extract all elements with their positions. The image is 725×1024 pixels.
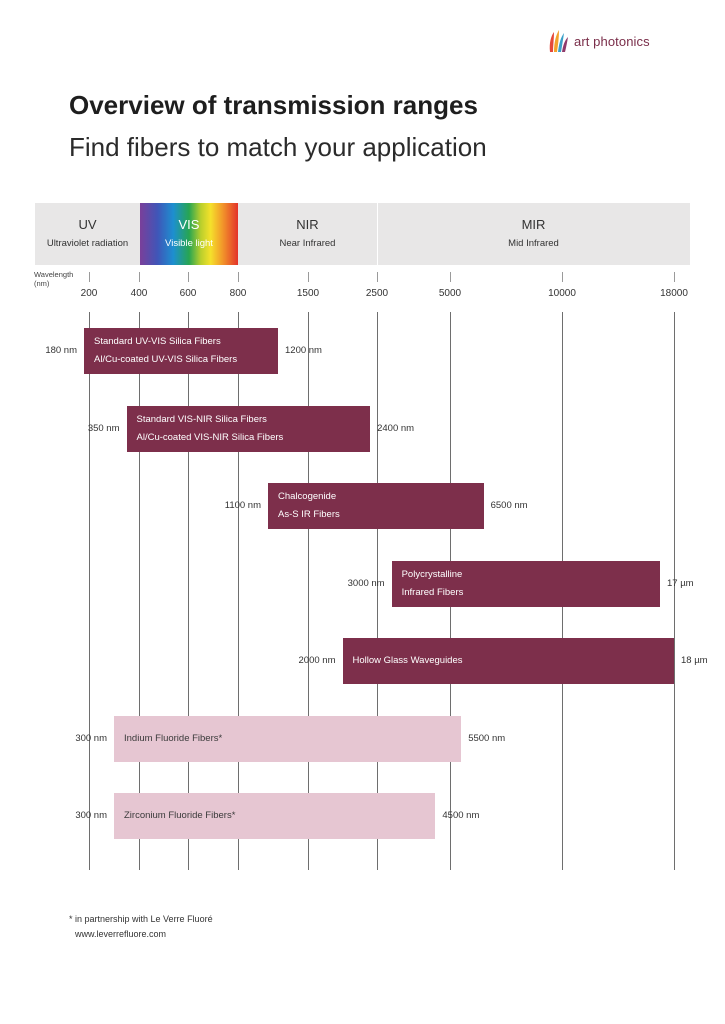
axis-tick-label: 800 bbox=[229, 288, 247, 299]
range-min-label: 350 nm bbox=[87, 423, 120, 434]
fiber-range-bar: Zirconium Fluoride Fibers* bbox=[114, 793, 436, 839]
range-max-label: 6500 nm bbox=[490, 500, 528, 511]
fiber-name: Infrared Fibers bbox=[401, 587, 464, 598]
gridline bbox=[674, 312, 675, 870]
fiber-range-bar: Polycrystalline Infrared Fibers bbox=[391, 561, 660, 607]
range-min-label: 300 nm bbox=[75, 733, 107, 744]
axis-tick bbox=[188, 272, 189, 282]
visible-spectrum-gradient bbox=[140, 203, 238, 265]
fiber-name: Standard VIS-NIR Silica Fibers bbox=[136, 414, 267, 425]
gridline bbox=[139, 312, 140, 870]
region-desc: Ultraviolet radiation bbox=[46, 238, 129, 249]
brand-logo: art photonics bbox=[548, 28, 650, 54]
fiber-name: Chalcogenide bbox=[278, 491, 337, 502]
fiber-range-bar: Standard UV-VIS Silica Fibers Al/Cu-coate… bbox=[84, 328, 278, 374]
fiber-name: Hollow Glass Waveguides bbox=[352, 655, 463, 666]
axis-tick-label: 2500 bbox=[365, 288, 389, 299]
range-min-label: 3000 nm bbox=[347, 578, 385, 589]
fiber-name: Standard UV-VIS Silica Fibers bbox=[94, 336, 221, 347]
region-uv: UV Ultraviolet radiation bbox=[35, 203, 140, 265]
axis-tick bbox=[308, 272, 309, 282]
band-divider bbox=[377, 203, 378, 265]
range-min-label: 1100 nm bbox=[224, 500, 261, 511]
axis-label: Wavelength (nm) bbox=[34, 270, 74, 288]
axis-tick bbox=[674, 272, 675, 282]
fiber-name: Indium Fluoride Fibers* bbox=[124, 733, 223, 744]
axis-tick-label: 5000 bbox=[438, 288, 462, 299]
region-vis: VIS Visible light bbox=[140, 203, 238, 265]
axis-tick bbox=[89, 272, 90, 282]
footnote-url: www.leverrefluore.com bbox=[75, 929, 167, 939]
page-title: Overview of transmission ranges bbox=[69, 90, 478, 120]
fiber-range-bar: Hollow Glass Waveguides bbox=[342, 638, 674, 684]
region-name: MIR bbox=[521, 217, 546, 232]
fiber-name: Al/Cu-coated VIS-NIR Silica Fibers bbox=[136, 432, 284, 443]
range-max-label: 17 µm bbox=[667, 578, 694, 589]
gridline bbox=[238, 312, 239, 870]
range-min-label: 180 nm bbox=[45, 345, 77, 356]
fiber-name: Polycrystalline bbox=[401, 569, 463, 580]
range-max-label: 18 µm bbox=[681, 655, 708, 666]
fiber-name: As-S IR Fibers bbox=[278, 509, 340, 520]
range-max-label: 4500 nm bbox=[442, 810, 480, 821]
gridline bbox=[377, 312, 378, 870]
fiber-name: Al/Cu-coated UV-VIS Silica Fibers bbox=[94, 354, 238, 365]
axis-tick-label: 400 bbox=[130, 288, 148, 299]
range-max-label: 5500 nm bbox=[468, 733, 506, 744]
gridline bbox=[89, 312, 90, 870]
fiber-name: Zirconium Fluoride Fibers* bbox=[124, 810, 236, 821]
footnote: * in partnership with Le Verre Fluoré ww… bbox=[69, 912, 213, 942]
gridline bbox=[308, 312, 309, 870]
axis-tick-label: 10000 bbox=[548, 288, 576, 299]
axis-tick bbox=[139, 272, 140, 282]
axis-tick-label: 600 bbox=[179, 288, 197, 299]
region-desc: Mid Infrared bbox=[508, 238, 559, 249]
fiber-range-bar: Standard VIS-NIR Silica Fibers Al/Cu-coat… bbox=[126, 406, 371, 452]
range-min-label: 300 nm bbox=[75, 810, 107, 821]
axis-label-text: Wavelength (nm) bbox=[34, 270, 74, 288]
region-name: VIS bbox=[178, 217, 200, 232]
region-desc: Visible light bbox=[165, 238, 213, 249]
range-min-label: 2000 nm bbox=[298, 655, 336, 666]
range-max-label: 1200 nm bbox=[285, 345, 322, 356]
axis-tick-label: 1500 bbox=[296, 288, 320, 299]
axis-tick-label: 18000 bbox=[660, 288, 688, 299]
region-name: UV bbox=[78, 217, 97, 232]
region-nir: NIR Near Infrared bbox=[238, 203, 377, 265]
range-max-label: 2400 nm bbox=[377, 423, 415, 434]
axis-tick bbox=[377, 272, 378, 282]
footnote-partner: * in partnership with Le Verre Fluoré bbox=[69, 914, 213, 924]
axis-tick-label: 200 bbox=[80, 288, 98, 299]
page-subtitle: Find fibers to match your application bbox=[69, 132, 487, 162]
region-name: NIR bbox=[296, 217, 319, 232]
region-mir: MIR Mid Infrared bbox=[377, 203, 690, 265]
region-desc: Near Infrared bbox=[279, 238, 336, 249]
axis-tick bbox=[238, 272, 239, 282]
axis-tick bbox=[562, 272, 563, 282]
axis-tick bbox=[450, 272, 451, 282]
fiber-range-bar: Chalcogenide As-S IR Fibers bbox=[268, 483, 484, 529]
brand-logo-icon bbox=[549, 30, 568, 52]
fiber-range-bar: Indium Fluoride Fibers* bbox=[114, 716, 462, 762]
brand-name: art photonics bbox=[574, 33, 650, 49]
gridline bbox=[188, 312, 189, 870]
